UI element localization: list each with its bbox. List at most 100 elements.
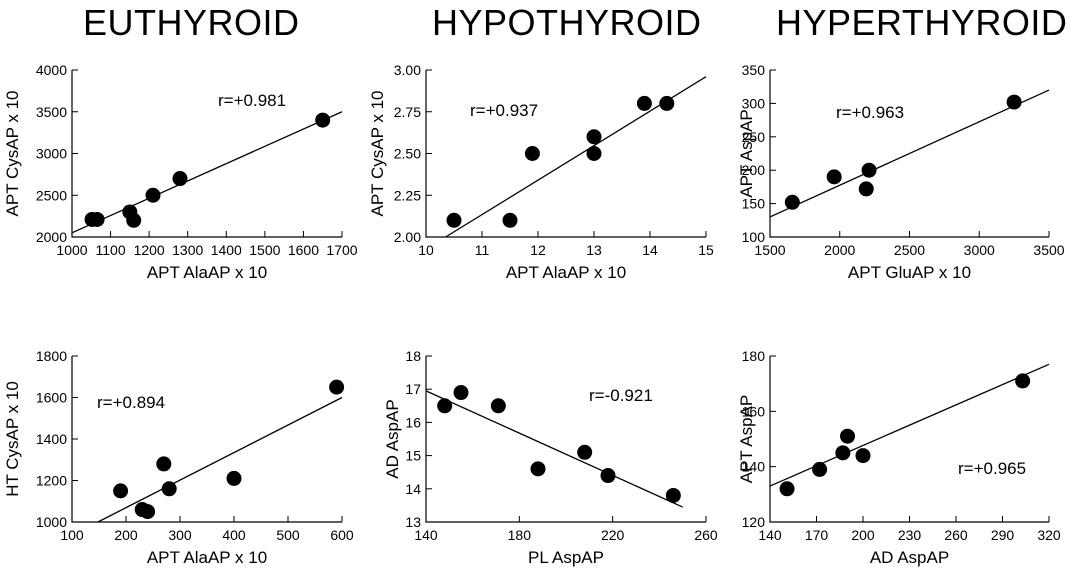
data-point xyxy=(145,187,161,203)
correlation-label: r=-0.921 xyxy=(589,386,653,405)
y-tick-label: 2.00 xyxy=(394,229,421,245)
y-tick-label: 1200 xyxy=(36,473,67,489)
y-tick-label: 1600 xyxy=(36,390,67,406)
x-tick-label: 170 xyxy=(805,527,829,543)
regression-line xyxy=(769,89,1050,218)
data-point xyxy=(586,146,602,161)
regression-line xyxy=(71,111,343,234)
x-tick-label: 1300 xyxy=(172,242,203,258)
y-tick-label: 3500 xyxy=(36,104,67,120)
data-point xyxy=(140,504,156,520)
x-axis-label: APT AlaAP x 10 xyxy=(147,548,267,567)
x-axis-label: APT AlaAP x 10 xyxy=(506,263,626,282)
y-tick-label: 350 xyxy=(742,62,766,78)
y-axis-label: AD AspAP xyxy=(383,399,402,478)
data-point xyxy=(840,428,855,444)
x-tick-label: 10 xyxy=(418,242,434,258)
x-tick-label: 1700 xyxy=(326,242,357,258)
y-tick-label: 2500 xyxy=(36,187,67,203)
y-axis-label: APT CysAP x 10 xyxy=(368,91,387,217)
x-axis-label: APT AlaAP x 10 xyxy=(147,263,267,282)
data-point xyxy=(226,470,242,486)
axes-lines xyxy=(425,356,706,523)
x-tick-label: 260 xyxy=(694,527,718,543)
x-tick-label: 200 xyxy=(851,527,875,543)
x-tick-label: 140 xyxy=(758,527,782,543)
y-tick-label: 120 xyxy=(742,514,766,530)
y-tick-label: 13 xyxy=(405,514,421,530)
x-tick-label: 260 xyxy=(944,527,968,543)
x-tick-label: 12 xyxy=(530,242,546,258)
axes-lines xyxy=(769,356,1049,523)
y-tick-label: 2000 xyxy=(36,229,67,245)
x-tick-label: 290 xyxy=(991,527,1015,543)
x-tick-label: 2000 xyxy=(824,242,855,258)
data-point xyxy=(437,398,453,414)
regression-line xyxy=(97,396,343,523)
data-point xyxy=(636,95,652,111)
y-tick-label: 160 xyxy=(742,403,766,419)
y-axis-label: APT AspAP xyxy=(737,395,756,484)
y-tick-label: 300 xyxy=(742,95,766,111)
axes-lines xyxy=(425,70,706,238)
x-tick-label: 600 xyxy=(330,527,354,543)
axes-lines xyxy=(71,70,342,238)
y-tick-label: 200 xyxy=(742,162,766,178)
x-tick-label: 1000 xyxy=(56,242,87,258)
data-point xyxy=(161,481,177,497)
regression-line xyxy=(425,390,683,508)
data-point xyxy=(779,481,795,497)
y-tick-label: 14 xyxy=(405,481,421,497)
data-point xyxy=(812,461,828,477)
data-point xyxy=(329,379,345,395)
x-tick-label: 14 xyxy=(642,242,658,258)
data-point xyxy=(826,169,842,185)
data-point xyxy=(600,468,616,484)
x-tick-label: 1500 xyxy=(249,242,280,258)
x-axis-label: APT GluAP x 10 xyxy=(848,263,971,282)
x-tick-label: 2500 xyxy=(894,242,925,258)
y-tick-label: 16 xyxy=(405,414,421,430)
data-point xyxy=(855,448,871,464)
x-tick-label: 3500 xyxy=(1033,242,1064,258)
x-tick-label: 13 xyxy=(586,242,602,258)
data-point xyxy=(113,483,129,499)
x-tick-label: 1600 xyxy=(288,242,319,258)
y-axis-label: HT CysAP x 10 xyxy=(3,381,22,497)
x-tick-label: 300 xyxy=(168,527,192,543)
data-point xyxy=(1015,373,1031,389)
data-point xyxy=(665,487,681,503)
y-tick-label: 2.25 xyxy=(394,187,421,203)
data-point xyxy=(524,146,540,161)
chart-panel-5: 140 180 220 260 13 14 15 16 17 18 r=-0.921 PL AspAP… xyxy=(383,348,718,567)
y-axis-label: APT AspAP xyxy=(737,109,756,198)
x-tick-label: 230 xyxy=(898,527,922,543)
y-tick-label: 140 xyxy=(742,459,766,475)
data-point xyxy=(586,129,602,145)
data-point xyxy=(453,385,469,401)
chart-panel-4: 100 200 300 400 500 600 1000 1200 1400 1600 1800 r=… xyxy=(3,348,354,567)
y-tick-label: 250 xyxy=(742,129,766,145)
y-tick-label: 150 xyxy=(742,196,766,212)
x-tick-label: 11 xyxy=(475,242,490,258)
data-point xyxy=(315,112,331,128)
data-point xyxy=(577,444,593,460)
y-tick-label: 1400 xyxy=(36,431,67,447)
y-axis-label: APT CysAP x 10 xyxy=(3,91,22,217)
axes-lines xyxy=(71,356,342,523)
x-tick-label: 180 xyxy=(508,527,532,543)
data-point xyxy=(659,95,675,111)
title-hyperthyroid: HYPERTHYROID xyxy=(776,2,1068,43)
y-tick-label: 15 xyxy=(405,448,421,464)
correlation-label: r=+0.937 xyxy=(470,101,538,120)
x-tick-label: 1400 xyxy=(211,242,242,258)
y-tick-label: 2.50 xyxy=(394,146,421,162)
y-tick-label: 1000 xyxy=(36,514,67,530)
x-tick-label: 400 xyxy=(222,527,246,543)
x-tick-label: 320 xyxy=(1037,527,1061,543)
x-tick-label: 140 xyxy=(414,527,438,543)
x-tick-label: 15 xyxy=(698,242,714,258)
chart-panel-2: 10 11 12 13 14 15 2.00 2.25 2.50 2.75 3.00 r=+0.937… xyxy=(368,62,714,282)
data-point xyxy=(784,194,800,210)
data-point xyxy=(835,445,851,461)
